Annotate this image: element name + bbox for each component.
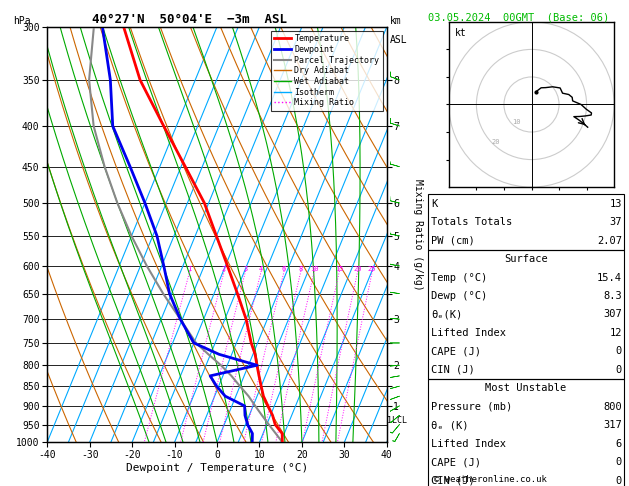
Text: 2.07: 2.07 [597,236,622,245]
Text: Surface: Surface [504,254,548,264]
Text: CIN (J): CIN (J) [431,365,475,375]
Text: 12: 12 [610,328,622,338]
Text: PW (cm): PW (cm) [431,236,475,245]
Y-axis label: Mixing Ratio (g/kg): Mixing Ratio (g/kg) [413,179,423,290]
Title: 40°27'N  50°04'E  −3m  ASL: 40°27'N 50°04'E −3m ASL [92,13,287,26]
Text: 307: 307 [603,310,622,319]
Text: 800: 800 [603,402,622,412]
Legend: Temperature, Dewpoint, Parcel Trajectory, Dry Adiabat, Wet Adiabat, Isotherm, Mi: Temperature, Dewpoint, Parcel Trajectory… [271,31,382,110]
Text: 20: 20 [353,266,362,272]
Text: θₑ(K): θₑ(K) [431,310,462,319]
Text: ASL: ASL [390,35,408,45]
Text: 0: 0 [616,347,622,356]
Text: 20: 20 [492,139,500,145]
Text: 0: 0 [616,457,622,467]
Text: Lifted Index: Lifted Index [431,328,506,338]
Text: 37: 37 [610,217,622,227]
Text: 8.3: 8.3 [603,291,622,301]
Text: © weatheronline.co.uk: © weatheronline.co.uk [434,474,547,484]
Text: hPa: hPa [13,16,31,26]
Text: 10: 10 [310,266,318,272]
Text: 3: 3 [243,266,248,272]
Text: Pressure (mb): Pressure (mb) [431,402,512,412]
Text: 317: 317 [603,420,622,430]
Text: kt: kt [454,28,466,37]
Text: 25: 25 [368,266,377,272]
Text: 13: 13 [610,199,622,208]
Text: 03.05.2024  00GMT  (Base: 06): 03.05.2024 00GMT (Base: 06) [428,12,609,22]
Text: Totals Totals: Totals Totals [431,217,512,227]
X-axis label: Dewpoint / Temperature (°C): Dewpoint / Temperature (°C) [126,463,308,473]
Text: Dewp (°C): Dewp (°C) [431,291,487,301]
Text: 15: 15 [335,266,343,272]
Text: 10: 10 [511,120,520,125]
Text: CIN (J): CIN (J) [431,476,475,486]
Text: 6: 6 [282,266,286,272]
Text: CAPE (J): CAPE (J) [431,457,481,467]
Text: Most Unstable: Most Unstable [485,383,567,393]
Text: Lifted Index: Lifted Index [431,439,506,449]
Text: km: km [390,16,402,26]
Text: 15.4: 15.4 [597,273,622,282]
Text: 8: 8 [299,266,303,272]
Text: 4: 4 [259,266,263,272]
Text: θₑ (K): θₑ (K) [431,420,469,430]
Text: 0: 0 [616,476,622,486]
Text: 1LCL: 1LCL [387,417,407,425]
Text: CAPE (J): CAPE (J) [431,347,481,356]
Text: 2: 2 [222,266,226,272]
Text: 0: 0 [616,365,622,375]
Text: 1: 1 [187,266,192,272]
Text: K: K [431,199,437,208]
Text: Temp (°C): Temp (°C) [431,273,487,282]
Text: 6: 6 [616,439,622,449]
